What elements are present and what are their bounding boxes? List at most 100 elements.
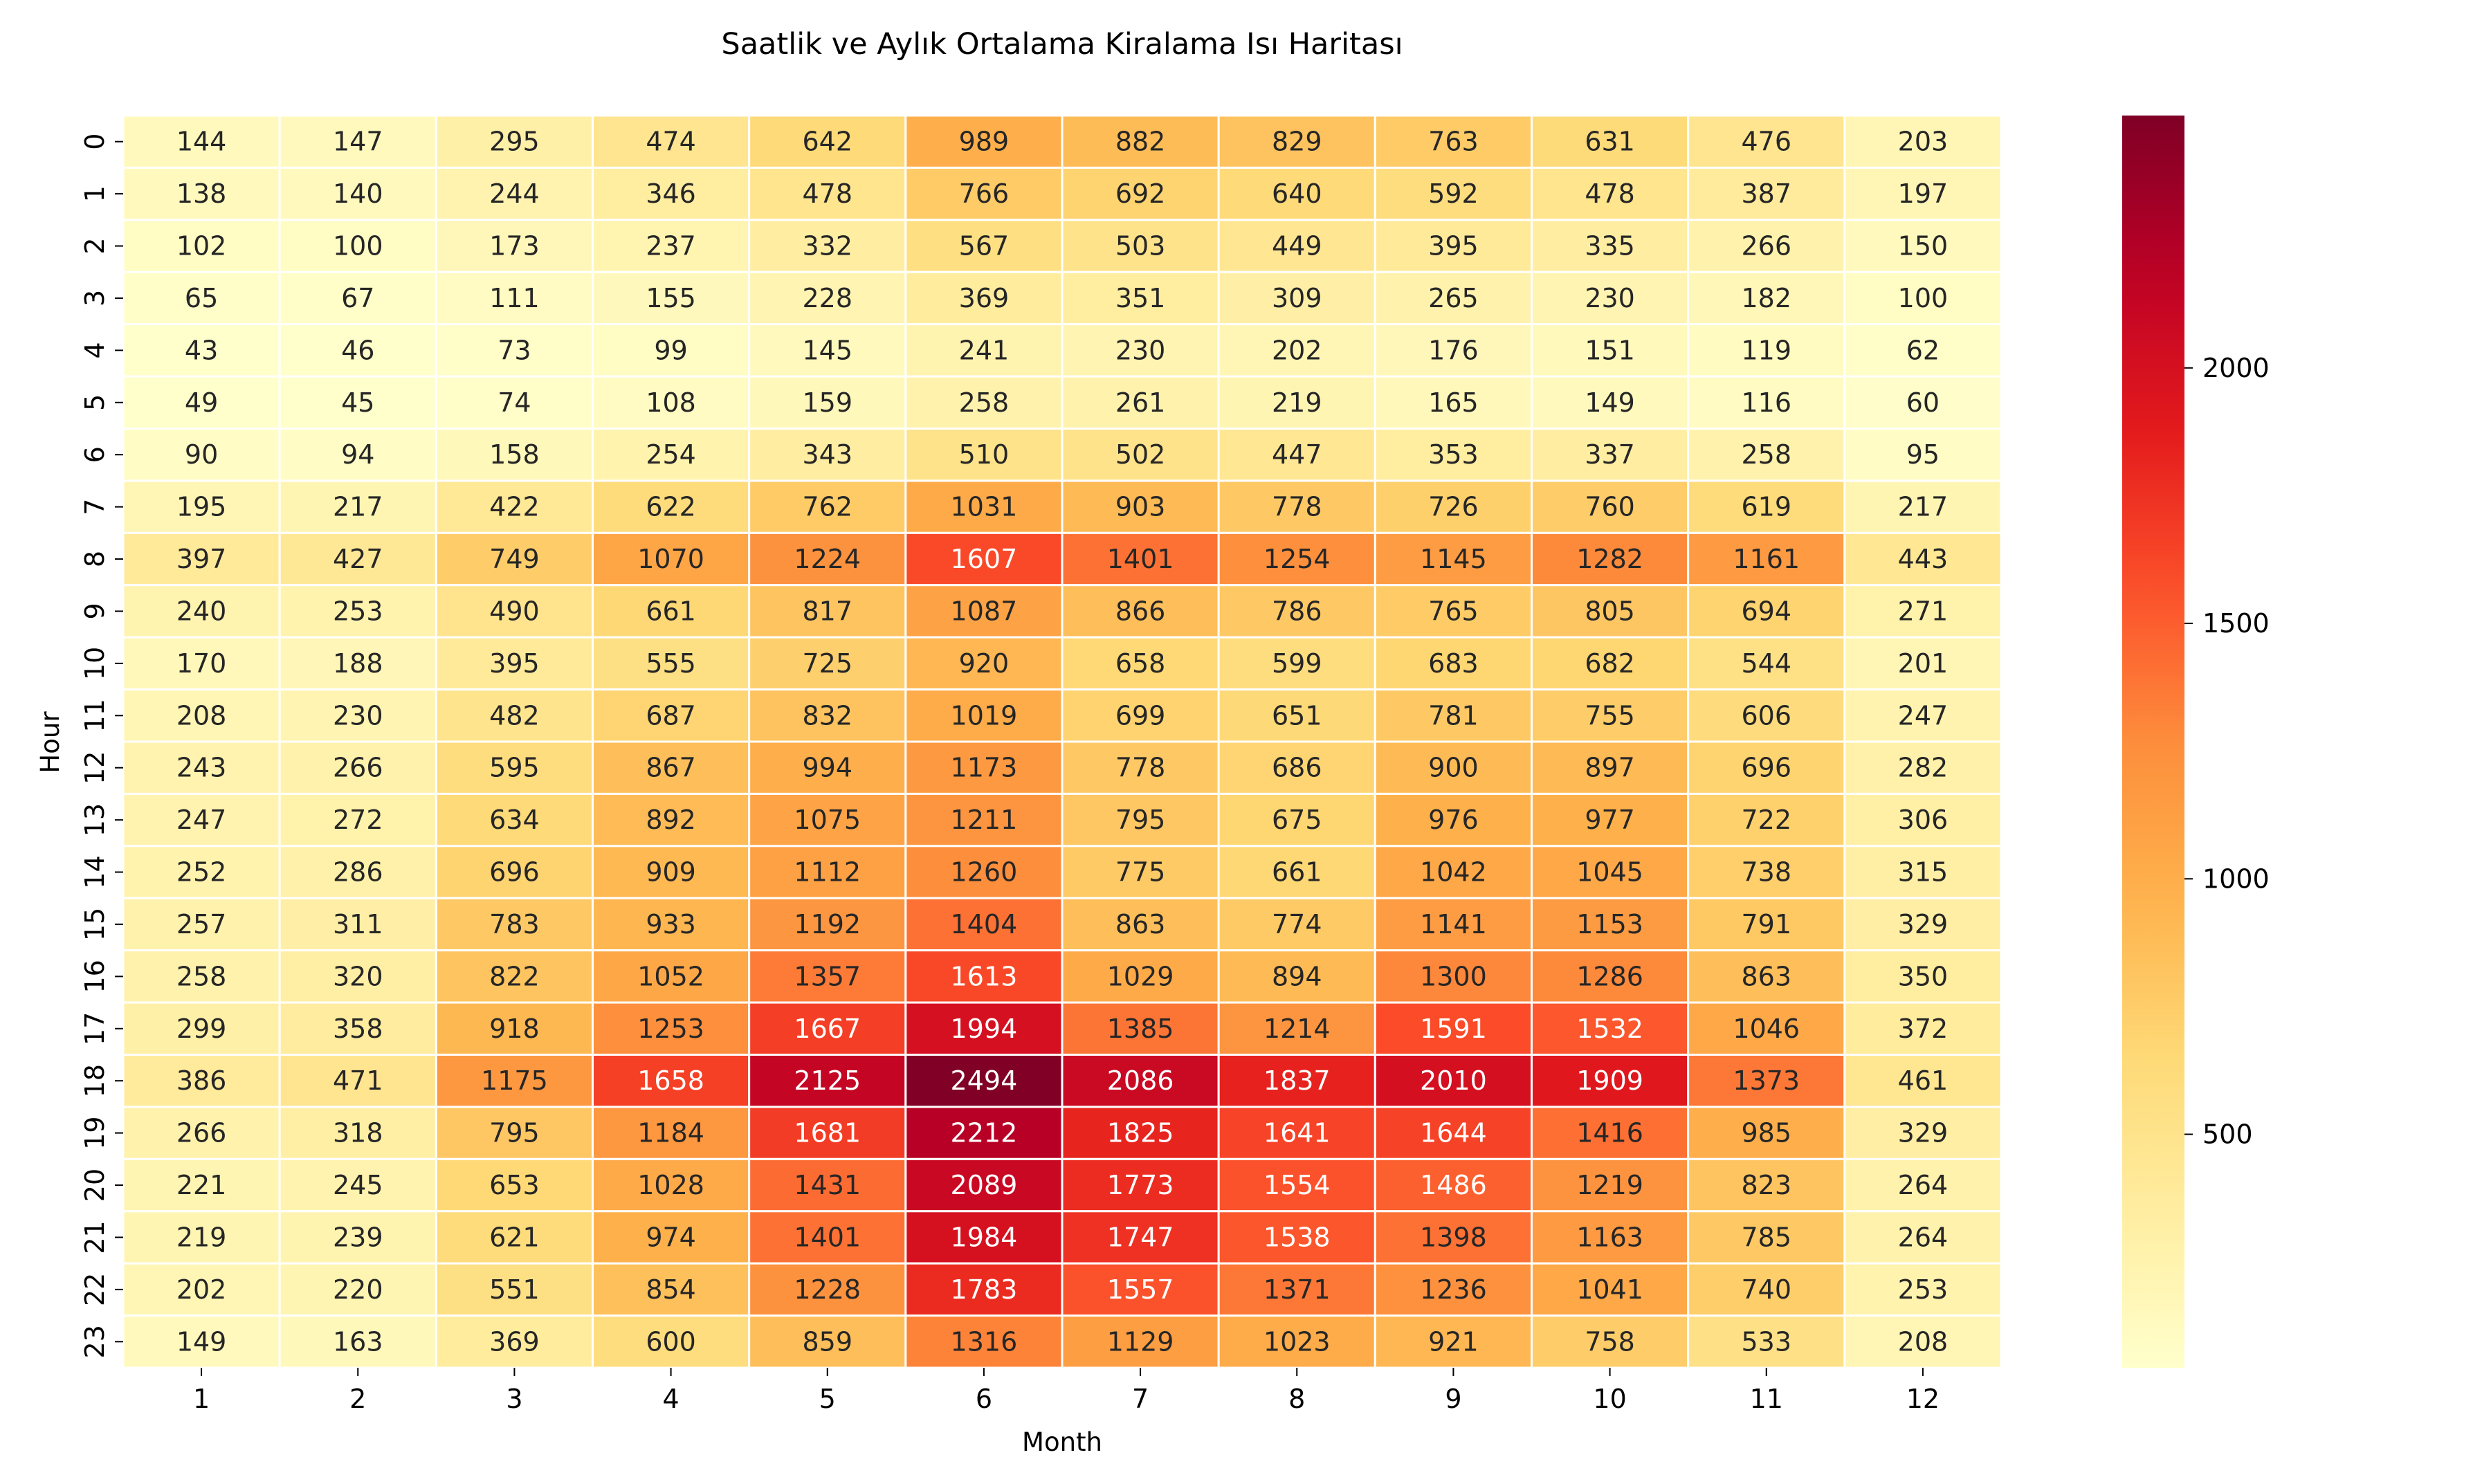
cell-value-label: 173 [489, 231, 540, 262]
heatmap-cell [904, 1314, 1064, 1369]
cell-value-label: 903 [1115, 492, 1166, 522]
cell-value-label: 976 [1428, 805, 1479, 835]
heatmap-cell [592, 584, 751, 639]
heatmap-cell [904, 375, 1064, 430]
y-tick-label: 0 [80, 134, 110, 150]
heatmap-cell [278, 636, 437, 691]
cell-value-label: 230 [333, 700, 383, 731]
cell-value-label: 217 [333, 492, 383, 522]
heatmap-cell [435, 949, 594, 1004]
cell-value-label: 228 [802, 283, 852, 313]
cell-value-label: 817 [802, 596, 852, 626]
y-tick-label: 12 [80, 751, 110, 785]
cell-value-label: 261 [1115, 387, 1166, 418]
heatmap-cell [748, 792, 907, 848]
cell-value-label: 1028 [637, 1170, 704, 1200]
heatmap-cell [1687, 1157, 1846, 1213]
heatmap-cell [1374, 636, 1533, 691]
y-tick-label: 8 [80, 551, 110, 567]
heatmap-cell [1217, 584, 1376, 639]
cell-value-label: 1214 [1263, 1014, 1331, 1044]
heatmap-cell [748, 845, 907, 899]
cell-value-label: 1041 [1576, 1274, 1643, 1305]
cell-value-label: 147 [333, 127, 383, 157]
cell-value-label: 264 [1898, 1170, 1949, 1200]
heatmap-cell [904, 428, 1064, 482]
cell-value-label: 1747 [1107, 1222, 1174, 1252]
heatmap-cell [1843, 271, 2002, 326]
cell-value-label: 144 [176, 127, 227, 157]
heatmap-cell [122, 1262, 281, 1317]
heatmap-cell [1531, 949, 1690, 1004]
cell-value-label: 243 [176, 753, 227, 783]
cell-value-label: 165 [1428, 387, 1479, 418]
cell-value-label: 337 [1585, 439, 1635, 470]
heatmap-cell [1687, 636, 1846, 691]
cell-value-label: 1029 [1107, 961, 1174, 991]
heatmap-cell [1374, 897, 1533, 952]
cell-value-label: 343 [802, 439, 852, 470]
heatmap-cell [1061, 323, 1220, 378]
heatmap-cell [1843, 949, 2002, 1004]
cell-value-label: 258 [959, 387, 1010, 418]
heatmap-cell [1843, 531, 2002, 587]
heatmap-cell [278, 949, 437, 1004]
heatmap-cell [1843, 845, 2002, 899]
x-tick-label: 10 [1593, 1384, 1626, 1414]
cell-value-label: 351 [1115, 283, 1166, 313]
heatmap-cell [278, 1314, 437, 1369]
cell-value-label: 1398 [1420, 1222, 1487, 1252]
cell-value-label: 145 [802, 335, 852, 365]
heatmap-cell [1061, 740, 1220, 795]
cell-value-label: 1613 [951, 961, 1018, 991]
heatmap-cell [1843, 428, 2002, 482]
cell-value-label: 266 [333, 753, 383, 783]
cell-value-label: 397 [176, 544, 227, 574]
cell-value-label: 478 [802, 178, 852, 209]
cell-value-label: 791 [1741, 909, 1791, 940]
heatmap-cell [1217, 166, 1376, 221]
cell-value-label: 1253 [637, 1014, 704, 1044]
cell-value-label: 726 [1428, 492, 1479, 522]
cell-value-label: 909 [646, 857, 696, 888]
cell-value-label: 372 [1898, 1014, 1949, 1044]
x-tick-label: 3 [506, 1384, 522, 1414]
heatmap-cell [592, 1210, 751, 1265]
y-tick-label: 2 [80, 237, 110, 254]
heatmap-cell [122, 636, 281, 691]
y-tick-label: 3 [80, 290, 110, 306]
cell-value-label: 866 [1115, 596, 1166, 626]
cell-value-label: 170 [176, 648, 227, 679]
heatmap-cell [278, 1001, 437, 1056]
heatmap-cell [904, 1106, 1064, 1160]
heatmap-cell [748, 1157, 907, 1213]
heatmap-cell [122, 897, 281, 952]
cell-value-label: 921 [1428, 1326, 1479, 1357]
cell-value-label: 239 [333, 1222, 383, 1252]
cell-value-label: 1357 [794, 961, 861, 991]
cell-value-label: 151 [1585, 335, 1635, 365]
cell-value-label: 1401 [1107, 544, 1174, 574]
cell-value-label: 1373 [1733, 1065, 1800, 1096]
cell-value-label: 1145 [1420, 544, 1487, 574]
cell-value-label: 482 [489, 700, 540, 731]
y-tick-label: 19 [80, 1116, 110, 1149]
cell-value-label: 1658 [637, 1065, 704, 1096]
y-tick-label: 23 [80, 1325, 110, 1358]
colorbar-tick-label: 2000 [2202, 353, 2270, 383]
heatmap-cell [904, 1210, 1064, 1265]
heatmap-cell [1843, 688, 2002, 743]
x-tick-label: 12 [1906, 1384, 1940, 1414]
heatmap-cell [1217, 323, 1376, 378]
cell-value-label: 203 [1898, 127, 1949, 157]
heatmap-cell [904, 271, 1064, 326]
cell-value-label: 1042 [1420, 857, 1487, 888]
cell-value-label: 832 [802, 700, 852, 731]
heatmap-cell [1843, 375, 2002, 430]
cell-value-label: 1316 [951, 1326, 1018, 1357]
colorbar: 500 1000 1500 2000 [2122, 116, 2270, 1368]
heatmap-cell [1687, 479, 1846, 534]
cell-value-label: 683 [1428, 648, 1479, 679]
cell-value-label: 651 [1272, 700, 1322, 731]
cell-value-label: 977 [1585, 805, 1635, 835]
